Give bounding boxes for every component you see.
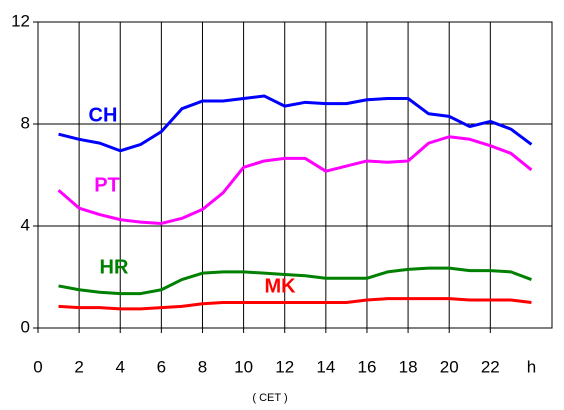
x-tick-label: 8	[198, 357, 207, 376]
series-label: CH	[89, 104, 118, 126]
x-tick-label: 6	[157, 357, 166, 376]
series-line	[57, 135, 533, 225]
series-label: PT	[94, 174, 120, 196]
x-tick-label: 10	[234, 357, 253, 376]
x-tick-label: 20	[440, 357, 459, 376]
x-axis-label: ( CET )	[252, 392, 287, 404]
series-label: MK	[264, 275, 296, 297]
x-tick-label: 18	[399, 357, 418, 376]
x-tick-label: 16	[357, 357, 376, 376]
x-tick-label: h	[527, 357, 536, 376]
x-tick-label: 0	[33, 357, 42, 376]
y-tick-label: 4	[21, 215, 30, 234]
x-tick-label: 12	[275, 357, 294, 376]
series-line	[58, 297, 532, 311]
y-tick-label: 0	[21, 317, 30, 336]
x-tick-label: 2	[74, 357, 83, 376]
x-tick-label: 22	[481, 357, 500, 376]
x-tick-label: 14	[316, 357, 335, 376]
series-line	[58, 94, 533, 153]
series-line	[58, 266, 532, 296]
series-label: HR	[100, 256, 129, 278]
y-tick-label: 12	[11, 11, 30, 30]
plot-border	[37, 21, 553, 329]
x-tick-label: 4	[116, 357, 125, 376]
y-tick-label: 8	[21, 113, 30, 132]
